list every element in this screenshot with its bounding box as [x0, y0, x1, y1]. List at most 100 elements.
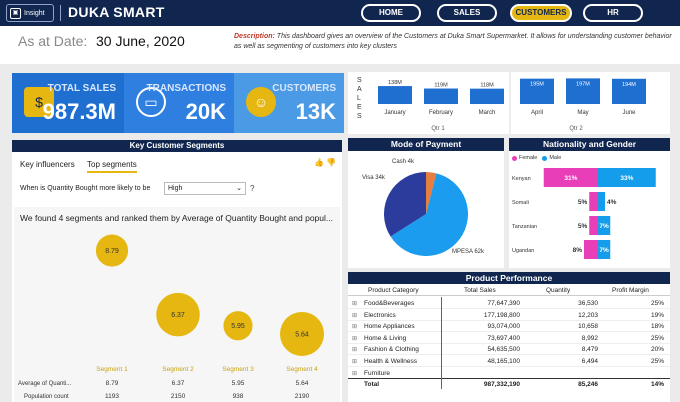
male-legend-icon: [542, 155, 548, 161]
expand-icon[interactable]: ⊞: [352, 312, 358, 319]
legend-female: Female: [519, 155, 538, 161]
table-row[interactable]: ⊞ Home & Living 73,697,400 8,992 25%: [348, 333, 670, 344]
table-row[interactable]: ⊞ Food&Beverages 77,647,390 36,530 25%: [348, 298, 670, 309]
expand-icon[interactable]: ⊞: [352, 347, 358, 354]
month-tick-label: April: [531, 110, 543, 116]
segment-bubble: [280, 311, 324, 356]
quantity-cell: 10,658: [578, 323, 598, 331]
segment-avg-value: 5.95: [232, 380, 245, 387]
expand-icon[interactable]: ⊞: [352, 324, 358, 331]
logo: ▣ Insight: [6, 4, 54, 22]
segment-avg-value: 6.37: [172, 380, 185, 387]
segments-bubble-chart: Average of Quanti... Population count 8.…: [18, 234, 324, 400]
brand-name: DUKA SMART: [68, 4, 165, 20]
nav-hr-button[interactable]: HR: [583, 4, 643, 22]
male-bar-label: 7%: [599, 247, 609, 254]
nav-sales-button[interactable]: SALES: [437, 4, 497, 22]
nationality-category: Ugandan: [512, 248, 534, 254]
margin-cell: 20%: [650, 346, 664, 354]
nav-customers-button[interactable]: CUSTOMERS: [510, 4, 572, 22]
legend-male: Male: [549, 155, 562, 161]
pie-slice: [390, 173, 468, 256]
male-bar: [598, 216, 611, 235]
monthly-bar-label: 119M: [434, 83, 448, 89]
thumbs-down-icon[interactable]: 👎: [326, 158, 336, 167]
thumbs-up-icon[interactable]: 👍: [314, 158, 324, 167]
date-value: 30 June, 2020: [96, 33, 185, 49]
brand-divider: [60, 5, 61, 21]
segment-avg-value: 5.64: [296, 380, 309, 387]
total-sales-cell: 73,697,400: [487, 334, 520, 342]
male-bar: [598, 192, 605, 211]
nationality-category: Kenyan: [512, 176, 531, 182]
segments-summary: We found 4 segments and ranked them by A…: [20, 213, 333, 223]
nav-home-button[interactable]: HOME: [361, 4, 421, 22]
avg-quantity-row-label: Average of Quanti...: [18, 381, 72, 387]
segments-question: When is Quantity Bought more likely to b…: [20, 185, 151, 192]
col-header-total-sales[interactable]: Total Sales: [464, 287, 496, 294]
segment-name: Segment 3: [222, 366, 254, 373]
nationality-category: Tanzanian: [512, 224, 537, 230]
monthly-bar-label: 138M: [388, 80, 402, 86]
date-label: As at Date:: [18, 33, 88, 49]
tab-top-segments[interactable]: Top segments: [87, 160, 137, 173]
col-header-quantity[interactable]: Quantity: [546, 287, 571, 294]
pie-slice-label: MPESA 62k: [452, 249, 485, 255]
population-row-label: Population count: [24, 394, 69, 400]
monthly-bar: [470, 88, 504, 104]
segment-population-value: 2150: [171, 393, 186, 400]
expand-icon[interactable]: ⊞: [352, 359, 358, 365]
quantity-cell: 8,992: [581, 334, 598, 342]
table-row[interactable]: ⊞ Electronics 177,198,800 12,203 19%: [348, 310, 670, 321]
card-icon: ▭: [136, 87, 166, 117]
segment-population-value: 1193: [105, 393, 119, 400]
table-total-row: Total 987,332,190 85,246 14%: [348, 378, 670, 389]
tab-key-influencers[interactable]: Key influencers: [20, 160, 75, 169]
product-table: Product Category Total Sales Quantity Pr…: [348, 284, 670, 402]
female-bar: [584, 240, 598, 259]
female-legend-icon: [512, 155, 517, 161]
male-bar-label: 7%: [599, 223, 609, 230]
total-margin-value: 14%: [650, 381, 664, 388]
expand-icon[interactable]: ⊞: [352, 301, 358, 307]
expand-icon[interactable]: ⊞: [352, 335, 358, 342]
quantity-level-dropdown[interactable]: High ⌄: [164, 182, 246, 195]
monthly-bar: [424, 88, 458, 104]
payment-pie-chart: MPESA 62k Visa 34k Cash 4k: [362, 159, 485, 256]
payment-title: Mode of Payment: [348, 138, 504, 151]
total-sales-value: 987,332,190: [483, 381, 520, 388]
segment-population-value: 938: [233, 393, 244, 400]
quarter-2-label: Qtr 2: [569, 126, 583, 132]
quantity-cell: 12,203: [578, 311, 598, 319]
table-row[interactable]: ⊞ Home Appliances 93,074,000 10,658 18%: [348, 321, 670, 333]
kpi-value: 20K: [185, 99, 226, 124]
nationality-gender-chart: Kenyan 31% 33% Somali 5% 4% Tanzanian 5% 7% Ugand…: [512, 168, 656, 259]
pie-slice: [426, 172, 437, 214]
col-header-category[interactable]: Product Category: [368, 287, 419, 294]
kpi-label: TRANSACTIONS: [146, 83, 226, 94]
table-row[interactable]: ⊞ Fashion & Clothing 54,635,500 8,479 20%: [348, 344, 670, 356]
expand-icon[interactable]: ⊞: [352, 370, 358, 377]
total-quantity-value: 85,246: [578, 381, 598, 388]
monthly-bar-label: 118M: [480, 83, 494, 89]
segment-bubble-label: 5.64: [295, 331, 309, 338]
money-bag-icon: $: [24, 87, 54, 117]
header-strip: [0, 26, 680, 64]
pie-slice: [384, 172, 426, 237]
female-bar-label: 8%: [573, 247, 583, 254]
segment-bubble-label: 6.37: [171, 312, 185, 319]
quantity-cell: 8,479: [581, 346, 598, 354]
col-header-profit-margin[interactable]: Profit Margin: [612, 287, 649, 294]
month-tick-label: March: [479, 110, 496, 116]
table-header: Product Category Total Sales Quantity Pr…: [348, 286, 670, 296]
segment-avg-value: 8.79: [106, 380, 119, 387]
kpi-label: TOTAL SALES: [47, 83, 116, 94]
kpi-value: 987.3M: [42, 99, 116, 124]
total-sales-cell: 77,647,390: [487, 300, 520, 307]
table-row[interactable]: ⊞ Furniture: [348, 368, 670, 379]
monthly-bar: [378, 86, 412, 104]
table-row[interactable]: ⊞ Health & Wellness 48,165,100 6,494 25%: [348, 356, 670, 367]
segment-bubble: [223, 311, 253, 341]
segment-name: Segment 2: [162, 366, 194, 373]
help-icon[interactable]: ?: [250, 184, 255, 193]
